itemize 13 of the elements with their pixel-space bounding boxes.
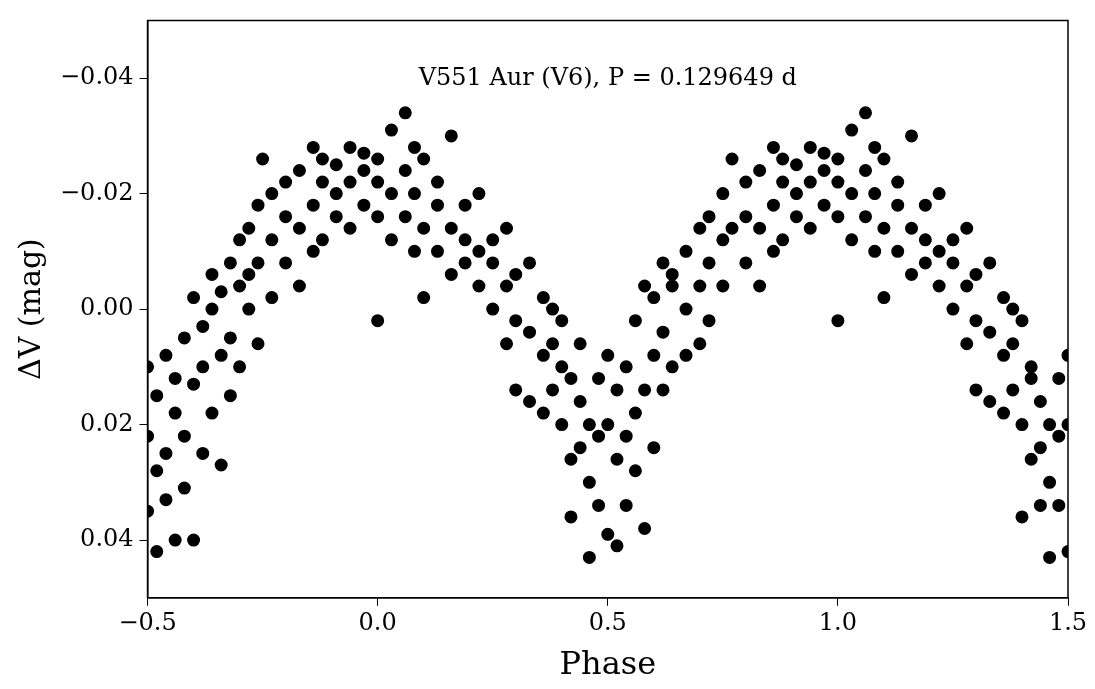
x-axis-title: Phase: [559, 644, 657, 683]
y-tick-label: 0.02: [80, 408, 134, 437]
y-tick-label: 0.00: [80, 293, 134, 322]
x-tick-label: 0.0: [358, 608, 397, 637]
y-axis-title: ΔV (mag): [11, 238, 47, 381]
x-tick-label: 0.5: [588, 608, 627, 637]
x-tick-label: −0.5: [118, 608, 177, 637]
x-tick-label: 1.0: [818, 608, 857, 637]
x-tick-label: 1.5: [1048, 608, 1088, 637]
text: V551 Aur (V6), P = 0.129649 d: [417, 62, 797, 91]
y-tick-label: −0.02: [60, 177, 134, 206]
y-tick-label: 0.04: [80, 524, 134, 553]
y-tick-label: −0.04: [60, 62, 134, 91]
